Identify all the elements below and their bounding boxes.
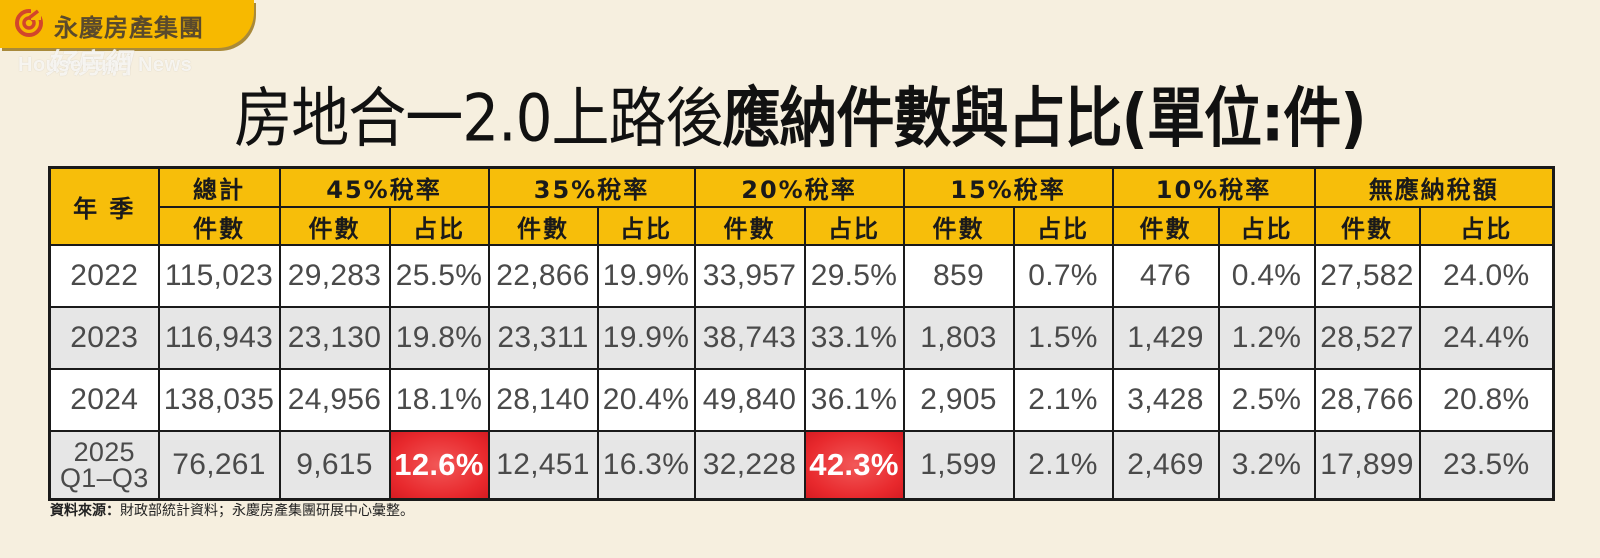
cell-45-share: 18.1%: [388, 368, 490, 432]
cell-35-share: 19.9%: [596, 306, 696, 370]
cell-none-share: 24.0%: [1418, 244, 1555, 308]
cell-20-count: 33,957: [693, 244, 806, 308]
page-title-part1: 房地合一2.0上路後: [234, 79, 723, 157]
watermark-en: HouseFun | News: [18, 54, 193, 76]
cell-15-count: 2,905: [902, 368, 1015, 432]
header-share: 占比: [596, 206, 696, 246]
cell-period: 2025 Q1–Q3: [48, 430, 160, 501]
cell-20-count: 49,840: [693, 368, 806, 432]
cell-45-share: 25.5%: [388, 244, 490, 308]
brand-logo-text: 永慶房產集團: [54, 14, 204, 42]
brand-logo-icon: [15, 8, 43, 37]
cell-10-share: 0.4%: [1217, 244, 1316, 308]
cell-15-share: 1.5%: [1012, 306, 1114, 370]
cell-period: 2023: [48, 306, 160, 370]
cell-total: 138,035: [157, 368, 281, 432]
source-text: 財政部統計資料；永慶房產集團研展中心彙整。: [120, 503, 414, 519]
header-group-10: 10%稅率: [1111, 166, 1316, 208]
cell-45-count: 23,130: [278, 306, 391, 370]
page-title: 房地合一2.0上路後應納件數與占比(單位:件): [0, 82, 1600, 154]
header-count: 件數: [278, 206, 391, 246]
header-count: 件數: [487, 206, 599, 246]
watermark-cn: 好房網: [46, 48, 131, 79]
cell-35-count: 12,451: [487, 430, 599, 501]
cell-10-count: 2,469: [1111, 430, 1220, 501]
cell-15-count: 859: [902, 244, 1015, 308]
cell-45-share: 19.8%: [388, 306, 490, 370]
cell-35-share: 19.9%: [596, 244, 696, 308]
cell-total: 115,023: [157, 244, 281, 308]
cell-35-count: 28,140: [487, 368, 599, 432]
cell-20-share-highlight: 42.3%: [803, 430, 905, 501]
cell-10-count: 476: [1111, 244, 1220, 308]
cell-none-share: 20.8%: [1418, 368, 1555, 432]
cell-20-share: 36.1%: [803, 368, 905, 432]
cell-35-share: 20.4%: [596, 368, 696, 432]
cell-period-quarters: Q1–Q3: [59, 463, 149, 493]
header-group-45: 45%稅率: [278, 166, 490, 208]
cell-45-count: 29,283: [278, 244, 391, 308]
source-label: 資料來源：: [50, 503, 120, 519]
cell-none-count: 17,899: [1313, 430, 1421, 501]
header-group-15: 15%稅率: [902, 166, 1114, 208]
source-note: 資料來源：財政部統計資料；永慶房產集團研展中心彙整。: [50, 500, 414, 520]
cell-10-count: 1,429: [1111, 306, 1220, 370]
header-share: 占比: [803, 206, 905, 246]
cell-none-count: 28,766: [1313, 368, 1421, 432]
cell-20-share: 33.1%: [803, 306, 905, 370]
header-count: 件數: [1111, 206, 1220, 246]
data-table: 年 季 總計 45%稅率 35%稅率 20%稅率 15%稅率 10%稅率 無應納…: [48, 166, 1555, 501]
table-row-2022: 2022 115,023 29,283 25.5% 22,866 19.9% 3…: [48, 244, 1555, 308]
cell-period: 2022: [48, 244, 160, 308]
cell-15-share: 0.7%: [1012, 244, 1114, 308]
cell-10-count: 3,428: [1111, 368, 1220, 432]
header-group-35: 35%稅率: [487, 166, 696, 208]
header-total-count: 件數: [157, 206, 281, 246]
header-total: 總計: [157, 166, 281, 208]
cell-period: 2024: [48, 368, 160, 432]
cell-15-share: 2.1%: [1012, 430, 1114, 501]
brand-logo-banner: 永慶房產集團: [0, 0, 254, 48]
header-count: 件數: [902, 206, 1015, 246]
table-row-2023: 2023 116,943 23,130 19.8% 23,311 19.9% 3…: [48, 306, 1555, 370]
cell-none-share: 24.4%: [1418, 306, 1555, 370]
cell-20-share: 29.5%: [803, 244, 905, 308]
cell-20-count: 32,228: [693, 430, 806, 501]
cell-15-share: 2.1%: [1012, 368, 1114, 432]
header-share: 占比: [1418, 206, 1555, 246]
cell-total: 76,261: [157, 430, 281, 501]
cell-20-count: 38,743: [693, 306, 806, 370]
cell-15-count: 1,599: [902, 430, 1015, 501]
cell-10-share: 2.5%: [1217, 368, 1316, 432]
cell-10-share: 3.2%: [1217, 430, 1316, 501]
cell-period-year: 2025: [73, 437, 135, 467]
cell-15-count: 1,803: [902, 306, 1015, 370]
header-share: 占比: [1012, 206, 1114, 246]
cell-none-share: 23.5%: [1418, 430, 1555, 501]
header-row-subcols: 件數 件數 占比 件數 占比 件數 占比 件數 占比 件數 占比 件數 占比: [50, 206, 1555, 246]
header-group-none: 無應納稅額: [1313, 166, 1555, 208]
cell-10-share: 1.2%: [1217, 306, 1316, 370]
page-title-part2: 應納件數與占比(單位:件): [722, 79, 1367, 157]
header-row-groups: 年 季 總計 45%稅率 35%稅率 20%稅率 15%稅率 10%稅率 無應納…: [48, 166, 1555, 246]
header-group-20: 20%稅率: [693, 166, 905, 208]
header-share: 占比: [388, 206, 490, 246]
cell-none-count: 27,582: [1313, 244, 1421, 308]
cell-35-count: 22,866: [487, 244, 599, 308]
table-row-2024: 2024 138,035 24,956 18.1% 28,140 20.4% 4…: [48, 368, 1555, 432]
header-count: 件數: [693, 206, 806, 246]
cell-35-share: 16.3%: [596, 430, 696, 501]
cell-45-count: 9,615: [278, 430, 391, 501]
cell-none-count: 28,527: [1313, 306, 1421, 370]
cell-35-count: 23,311: [487, 306, 599, 370]
cell-total: 116,943: [157, 306, 281, 370]
cell-45-share-highlight: 12.6%: [388, 430, 490, 501]
table-row-2025-q1-q3: 2025 Q1–Q3 76,261 9,615 12.6% 12,451 16.…: [48, 430, 1555, 501]
header-count: 件數: [1313, 206, 1421, 246]
header-share: 占比: [1217, 206, 1316, 246]
header-period: 年 季: [48, 166, 160, 246]
cell-45-count: 24,956: [278, 368, 391, 432]
